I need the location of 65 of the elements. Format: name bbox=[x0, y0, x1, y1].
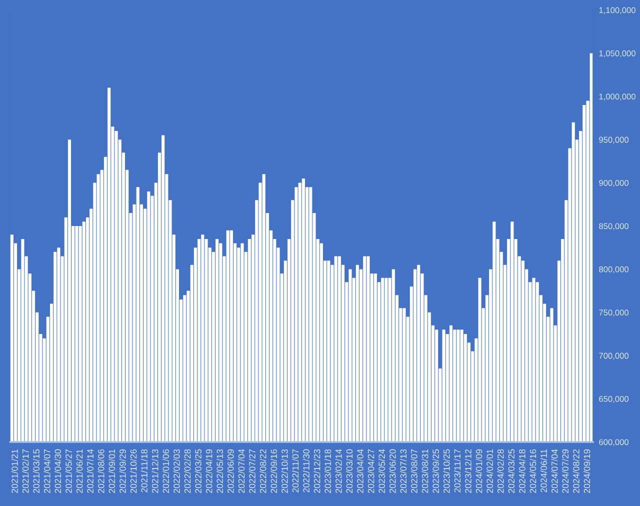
x-tick-label: 2024/07/29 bbox=[562, 449, 569, 493]
x-tick-label: 2023/04/27 bbox=[368, 449, 374, 493]
y-tick-label: 900,000 bbox=[599, 180, 629, 187]
y-tick-label: 950,000 bbox=[599, 136, 629, 144]
x-tick-label: 2022/07/27 bbox=[248, 449, 256, 493]
y-tick-label: 700,000 bbox=[599, 352, 629, 360]
x-tick-label: 2022/12/23 bbox=[314, 449, 320, 493]
x-tick-label: 2023/08/07 bbox=[410, 449, 418, 493]
x-tick-label: 2022/09/16 bbox=[270, 449, 278, 493]
x-tick-label: 2022/07/04 bbox=[238, 449, 245, 493]
x-tick-label: 2022/02/28 bbox=[184, 449, 191, 493]
x-tick-label: 2022/01/06 bbox=[162, 449, 170, 493]
x-tick-label: 2024/09/19 bbox=[584, 449, 590, 493]
y-tick-label: 800,000 bbox=[599, 266, 629, 274]
y-tick-label: 1,000,000 bbox=[599, 94, 636, 100]
x-tick-label: 2021/04/30 bbox=[54, 449, 62, 493]
y-tick-label: 750,000 bbox=[599, 310, 629, 316]
x-tick-label: 2024/03/25 bbox=[508, 449, 515, 493]
x-tick-label: 2024/05/16 bbox=[530, 449, 536, 493]
x-tick-label: 2021/03/15 bbox=[32, 449, 40, 493]
x-tick-label: 2022/05/13 bbox=[216, 449, 224, 493]
x-tick-label: 2023/04/04 bbox=[356, 449, 364, 493]
x-tick-label: 2022/11/07 bbox=[292, 449, 299, 492]
x-tick-label: 2022/03/25 bbox=[194, 449, 202, 493]
x-tick-label: 2022/04/19 bbox=[206, 449, 212, 493]
x-tick-label: 2021/09/29 bbox=[119, 449, 126, 493]
x-tick-label: 2022/02/03 bbox=[173, 449, 180, 493]
y-tick-label: 850,000 bbox=[599, 223, 629, 230]
x-tick-label: 2021/11/18 bbox=[140, 449, 148, 492]
x-tick-label: 2023/11/17 bbox=[454, 449, 461, 492]
y-tick-label: 1,100,000 bbox=[599, 7, 636, 14]
x-tick-label: 2021/08/06 bbox=[98, 449, 104, 493]
x-tick-label: 2021/07/14 bbox=[86, 449, 94, 493]
x-tick-label: 2023/02/14 bbox=[335, 449, 342, 493]
x-tick-label: 2021/05/27 bbox=[65, 449, 72, 493]
x-tick-label: 2022/11/30 bbox=[302, 449, 310, 492]
x-tick-label: 2024/08/22 bbox=[572, 449, 580, 493]
x-tick-label: 2021/12/13 bbox=[152, 449, 158, 493]
x-tick-label: 2022/10/13 bbox=[281, 449, 288, 493]
x-tick-label: 2021/02/17 bbox=[22, 449, 29, 493]
x-tick-label: 2023/08/31 bbox=[422, 449, 428, 493]
y-tick-label: 1,050,000 bbox=[599, 50, 636, 58]
x-tick-label: 2021/01/21 bbox=[11, 449, 18, 493]
x-tick-label: 2021/10/26 bbox=[130, 449, 137, 493]
x-tick-label: 2023/03/10 bbox=[346, 449, 353, 493]
x-tick-label: 2024/04/18 bbox=[518, 449, 526, 493]
x-tick-label: 2023/10/25 bbox=[443, 449, 450, 493]
x-tick-label: 2023/09/25 bbox=[432, 449, 439, 493]
x-tick-label: 2023/01/18 bbox=[324, 449, 332, 493]
x-tick-label: 2023/12/12 bbox=[464, 449, 472, 493]
x-tick-label: 2021/04/07 bbox=[44, 449, 50, 493]
x-tick-label: 2021/09/01 bbox=[108, 449, 116, 493]
x-tick-label: 2022/06/09 bbox=[227, 449, 234, 493]
x-tick-label: 2024/02/28 bbox=[497, 449, 504, 493]
y-tick-label: 600,000 bbox=[599, 439, 629, 446]
x-tick-label: 2023/06/20 bbox=[389, 449, 396, 493]
x-tick-label: 2024/07/04 bbox=[551, 449, 558, 493]
x-tick-label: 2022/08/22 bbox=[260, 449, 266, 493]
y-tick-label: 650,000 bbox=[599, 396, 629, 403]
x-tick-label: 2024/06/11 bbox=[540, 449, 547, 492]
x-tick-label: 2021/06/21 bbox=[76, 449, 83, 493]
x-tick-label: 2023/05/24 bbox=[378, 449, 385, 493]
x-tick-label: 2023/07/13 bbox=[400, 449, 407, 493]
x-tick-label: 2024/02/01 bbox=[486, 449, 493, 493]
x-tick-label: 2024/01/09 bbox=[476, 449, 482, 493]
